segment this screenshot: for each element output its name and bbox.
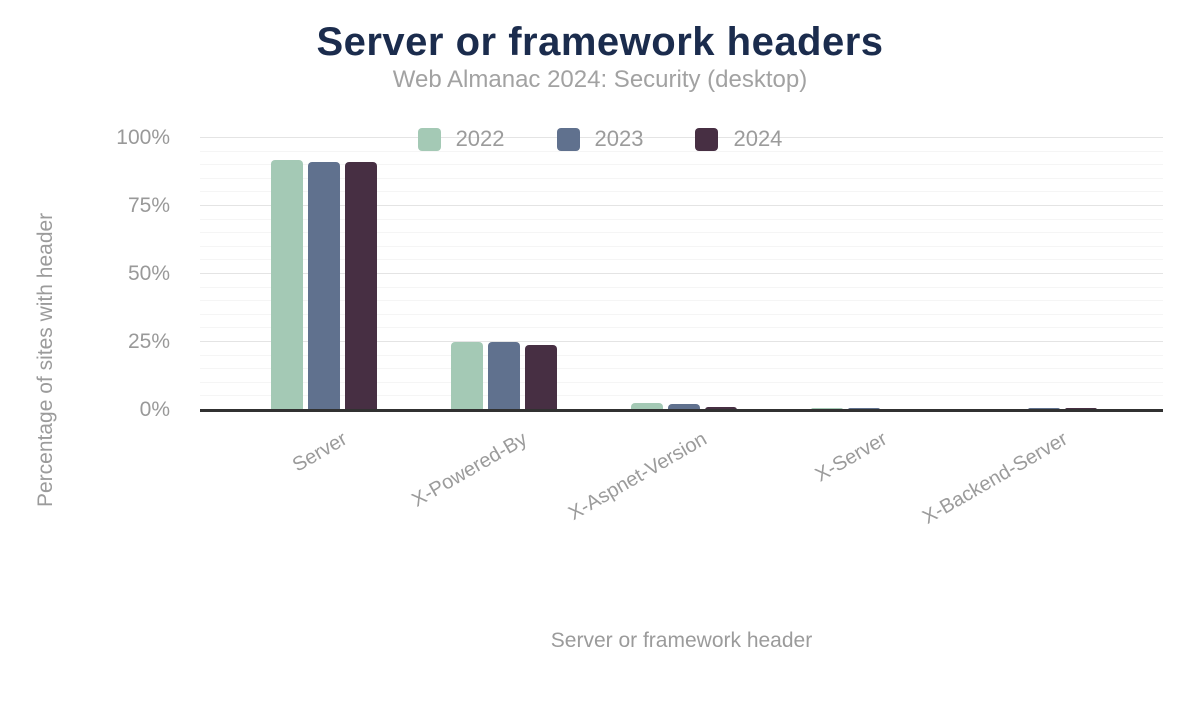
bar-2022-x-aspnet-version[interactable] [631,403,663,410]
bar-2022-server[interactable] [271,159,303,410]
y-tick-label-50pct: 50% [127,262,170,285]
bar-2024-x-aspnet-version[interactable] [705,407,737,410]
bar-2023-server[interactable] [308,162,340,410]
minor-gridline [200,381,1163,383]
x-category-label-server: Server [288,428,351,477]
minor-gridline [200,300,1163,302]
minor-gridline [200,177,1163,179]
minor-gridline [200,354,1163,356]
minor-gridline [200,245,1163,247]
minor-gridline [200,327,1163,329]
legend-swatch-2023-icon [556,127,580,151]
major-gridline [200,341,1163,342]
x-category-label-x-backend-server: X-Backend-Server [918,428,1071,529]
minor-gridline [200,164,1163,166]
minor-gridline [200,313,1163,315]
minor-gridline [200,286,1163,288]
minor-gridline [200,218,1163,220]
major-gridline [200,273,1163,274]
bar-2024-x-powered-by[interactable] [525,344,557,410]
y-tick-label-0pct: 0% [139,398,170,421]
legend-item-2022[interactable]: 2022 [417,126,505,152]
minor-gridline [200,368,1163,370]
bar-2022-x-powered-by[interactable] [451,342,483,410]
x-category-label-x-aspnet-version: X-Aspnet-Version [565,428,711,525]
y-tick-label-75pct: 75% [127,194,170,217]
legend-label-2022: 2022 [455,126,505,151]
x-category-label-x-powered-by: X-Powered-By [408,428,531,512]
major-gridline [200,137,1163,138]
legend: 2022 2023 2024 [0,126,1200,152]
plot-area [200,137,1163,412]
legend-item-2023[interactable]: 2023 [556,126,644,152]
minor-gridline [200,395,1163,397]
minor-gridline [200,232,1163,234]
bar-2023-x-aspnet-version[interactable] [668,404,700,410]
x-axis-title: Server or framework header [550,629,813,652]
y-tick-label-100pct: 100% [116,126,170,149]
legend-label-2024: 2024 [733,126,783,151]
minor-gridline [200,150,1163,152]
legend-swatch-2022-icon [417,127,441,151]
minor-gridline [200,259,1163,261]
chart-title: Server or framework headers [316,20,884,64]
x-axis-category-labels: Server X-Powered-By X-Aspnet-Version X-Serv… [200,410,1163,540]
legend-item-2024[interactable]: 2024 [695,126,782,152]
x-axis-line [200,409,1163,412]
bar-2023-x-powered-by[interactable] [488,342,520,410]
x-category-label-x-server: X-Server [811,428,891,487]
chart-subtitle: Web Almanac 2024: Security (desktop) [392,66,808,93]
y-axis-tick-labels: 0% 25% 50% 75% 100% [0,126,185,421]
legend-label-2023: 2023 [594,126,644,151]
major-gridline [200,205,1163,206]
bar-2024-server[interactable] [345,162,377,410]
legend-swatch-2024-icon [695,127,719,151]
y-tick-label-25pct: 25% [127,330,170,353]
minor-gridline [200,191,1163,193]
